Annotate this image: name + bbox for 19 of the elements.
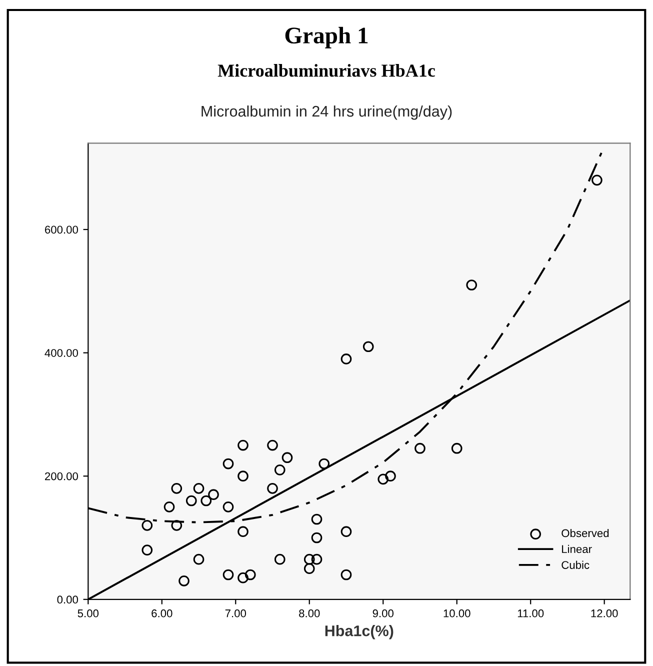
legend-label: Cubic <box>562 560 590 569</box>
x-tick-label: 12.00 <box>591 609 618 618</box>
legend-label: Linear <box>562 544 592 554</box>
x-tick-label: 10.00 <box>444 609 470 618</box>
legend-label: Observed <box>562 528 609 538</box>
x-tick-label: 8.00 <box>299 609 320 618</box>
x-tick-label: 11.00 <box>518 609 544 618</box>
y-axis-title: Microalbumin in 24 hrs urine(mg/day) <box>202 105 452 120</box>
chart-title: Graph 1 <box>285 26 368 48</box>
y-tick-label: 400.00 <box>44 349 78 357</box>
y-tick-label: 200.00 <box>45 472 78 480</box>
x-tick-label: 6.00 <box>152 609 172 618</box>
y-tick-label: 600.00 <box>45 226 78 234</box>
y-tick-label: 0.00 <box>57 596 78 604</box>
chart-subtitle: Microalbuminuriavs HbA1c <box>218 64 435 77</box>
x-tick-label: 5.00 <box>78 609 99 618</box>
x-tick-label: 9.00 <box>372 609 394 618</box>
x-tick-label: 7.00 <box>225 609 246 618</box>
x-axis-title: Hba1c(%) <box>325 625 394 640</box>
